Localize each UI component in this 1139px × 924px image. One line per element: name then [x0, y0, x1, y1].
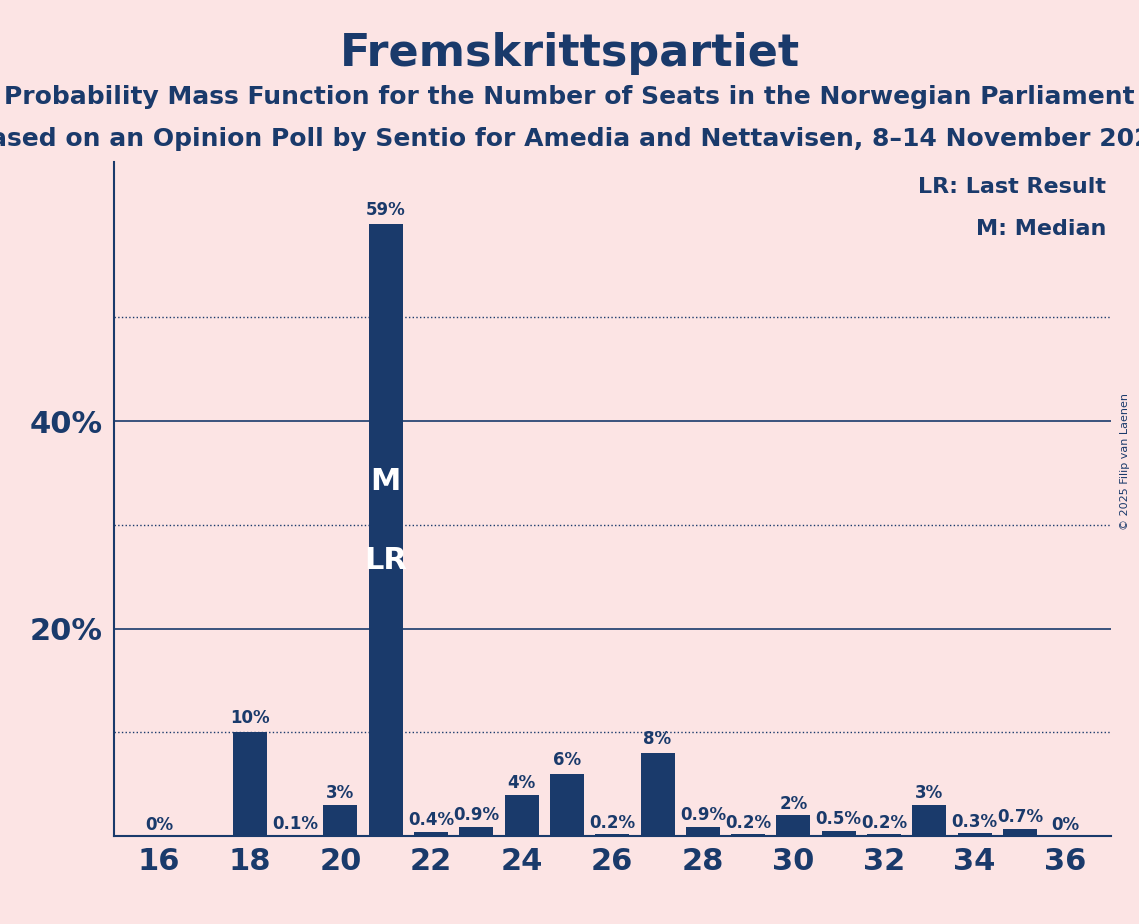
Bar: [369, 224, 403, 836]
Bar: [596, 834, 629, 836]
Bar: [413, 833, 448, 836]
Text: 10%: 10%: [230, 710, 270, 727]
Text: 0%: 0%: [145, 816, 173, 833]
Text: Fremskrittspartiet: Fremskrittspartiet: [339, 32, 800, 76]
Text: LR: LR: [364, 546, 407, 576]
Bar: [232, 733, 267, 836]
Bar: [323, 805, 358, 836]
Text: 0.2%: 0.2%: [589, 813, 636, 832]
Text: Probability Mass Function for the Number of Seats in the Norwegian Parliament: Probability Mass Function for the Number…: [5, 85, 1134, 109]
Bar: [550, 774, 584, 836]
Text: 0.5%: 0.5%: [816, 810, 862, 829]
Text: 0%: 0%: [1051, 816, 1080, 833]
Text: 0.2%: 0.2%: [726, 813, 771, 832]
Bar: [505, 795, 539, 836]
Text: 0.9%: 0.9%: [680, 807, 726, 824]
Text: M: M: [370, 467, 401, 495]
Bar: [459, 827, 493, 836]
Text: 3%: 3%: [916, 784, 943, 802]
Bar: [958, 833, 992, 836]
Text: 6%: 6%: [552, 751, 581, 769]
Text: 0.4%: 0.4%: [408, 811, 454, 830]
Text: Based on an Opinion Poll by Sentio for Amedia and Nettavisen, 8–14 November 2022: Based on an Opinion Poll by Sentio for A…: [0, 127, 1139, 151]
Bar: [640, 753, 674, 836]
Bar: [278, 835, 312, 836]
Text: 0.3%: 0.3%: [951, 812, 998, 831]
Text: 2%: 2%: [779, 795, 808, 813]
Bar: [821, 831, 855, 836]
Text: © 2025 Filip van Laenen: © 2025 Filip van Laenen: [1121, 394, 1130, 530]
Text: 0.1%: 0.1%: [272, 815, 318, 833]
Bar: [731, 834, 765, 836]
Bar: [1003, 829, 1036, 836]
Bar: [912, 805, 947, 836]
Text: 4%: 4%: [508, 774, 535, 792]
Text: 0.7%: 0.7%: [997, 808, 1043, 826]
Bar: [777, 816, 811, 836]
Text: LR: Last Result: LR: Last Result: [918, 177, 1106, 197]
Text: 0.2%: 0.2%: [861, 813, 907, 832]
Bar: [867, 834, 901, 836]
Text: M: Median: M: Median: [976, 219, 1106, 238]
Text: 0.9%: 0.9%: [453, 807, 499, 824]
Text: 3%: 3%: [326, 784, 354, 802]
Bar: [686, 827, 720, 836]
Text: 8%: 8%: [644, 730, 672, 748]
Text: 59%: 59%: [366, 201, 405, 219]
